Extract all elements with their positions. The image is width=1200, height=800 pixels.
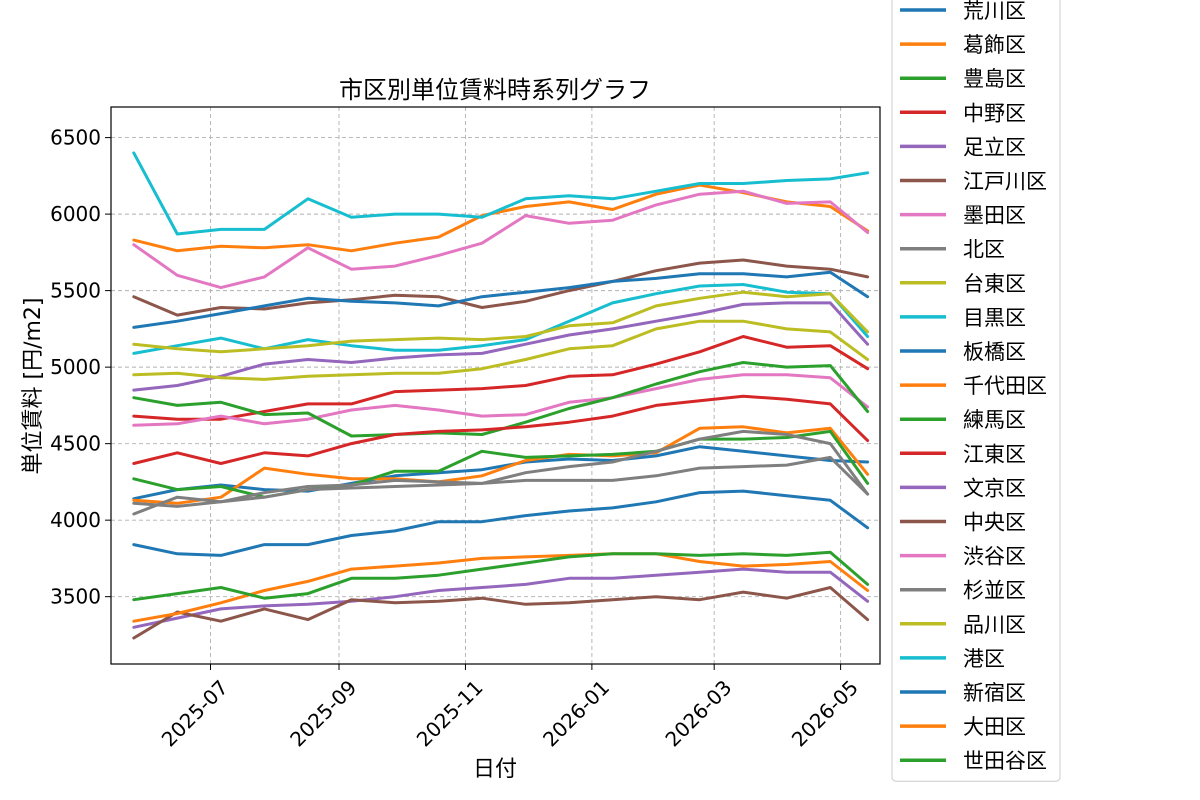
- legend-label: 葛飾区: [963, 33, 1026, 57]
- legend-label: 文京区: [963, 476, 1026, 500]
- series-line: [132, 567, 870, 629]
- legend-label: 足立区: [963, 135, 1026, 159]
- legend-label: 江戸川区: [963, 170, 1047, 194]
- legend-label: 墨田区: [963, 204, 1026, 228]
- legend-label: 台東区: [963, 272, 1026, 296]
- x-tick-label: 2025-07: [157, 675, 233, 751]
- series-line: [132, 489, 870, 557]
- x-tick-label: 2026-05: [787, 675, 863, 751]
- series-line: [132, 586, 870, 640]
- series-line: [132, 189, 870, 290]
- grid-lines: [111, 107, 880, 664]
- y-tick-label: 5000: [50, 355, 101, 379]
- series-line: [132, 394, 870, 465]
- series-line: [132, 290, 870, 354]
- y-tick-label: 4000: [50, 508, 101, 532]
- legend-label: 世田谷区: [963, 749, 1047, 773]
- legend-label: 豊島区: [963, 67, 1026, 91]
- legend-label: 千代田区: [963, 374, 1047, 398]
- legend-label: 北区: [963, 238, 1005, 262]
- x-tick-label: 2025-11: [412, 675, 488, 751]
- legend-label: 新宿区: [963, 681, 1026, 705]
- legend-frame: [891, 0, 1061, 782]
- series-line: [132, 455, 870, 508]
- series-line: [132, 445, 870, 501]
- legend-label: 目黒区: [963, 306, 1026, 330]
- legend-label: 港区: [963, 647, 1005, 671]
- chart-title: 市区別単位賃料時系列グラフ: [339, 76, 651, 104]
- legend-label: 練馬区: [963, 408, 1026, 432]
- series-line: [132, 270, 870, 329]
- series-lines: [132, 151, 870, 640]
- x-tick-label: 2025-09: [285, 675, 361, 751]
- legend-label: 渋谷区: [963, 545, 1026, 569]
- series-line: [132, 151, 870, 236]
- legend-label: 大田区: [963, 715, 1026, 739]
- x-tick-label: 2026-03: [660, 675, 736, 751]
- x-axis-title: 日付: [473, 757, 517, 782]
- y-tick-label: 6000: [50, 202, 101, 226]
- series-line: [132, 425, 870, 505]
- series-line: [132, 319, 870, 381]
- x-tick-label: 2026-01: [538, 675, 614, 751]
- legend-label: 中央区: [963, 511, 1026, 535]
- legend-label: 中野区: [963, 101, 1026, 125]
- legend-label: 杉並区: [963, 579, 1026, 603]
- y-axis-title: 単位賃料 [円/m2]: [21, 298, 46, 475]
- series-line: [132, 258, 870, 317]
- series-line: [132, 550, 870, 602]
- series-line: [132, 283, 870, 355]
- y-tick-label: 5500: [50, 279, 101, 303]
- series-line: [132, 429, 870, 516]
- legend-label: 品川区: [963, 613, 1026, 637]
- series-line: [132, 373, 870, 427]
- legend: 荒川区葛飾区豊島区中野区足立区江戸川区墨田区北区台東区目黒区板橋区千代田区練馬区…: [891, 0, 1061, 782]
- plot-area-frame: [110, 106, 881, 665]
- y-tick-label: 3500: [50, 585, 101, 609]
- series-line: [132, 301, 870, 392]
- y-tick-label: 6500: [50, 126, 101, 150]
- series-line: [132, 552, 870, 623]
- legend-label: 荒川区: [963, 0, 1026, 23]
- legend-label: 板橋区: [963, 340, 1026, 364]
- y-tick-label: 4500: [50, 432, 101, 456]
- legend-label: 江東区: [963, 442, 1026, 466]
